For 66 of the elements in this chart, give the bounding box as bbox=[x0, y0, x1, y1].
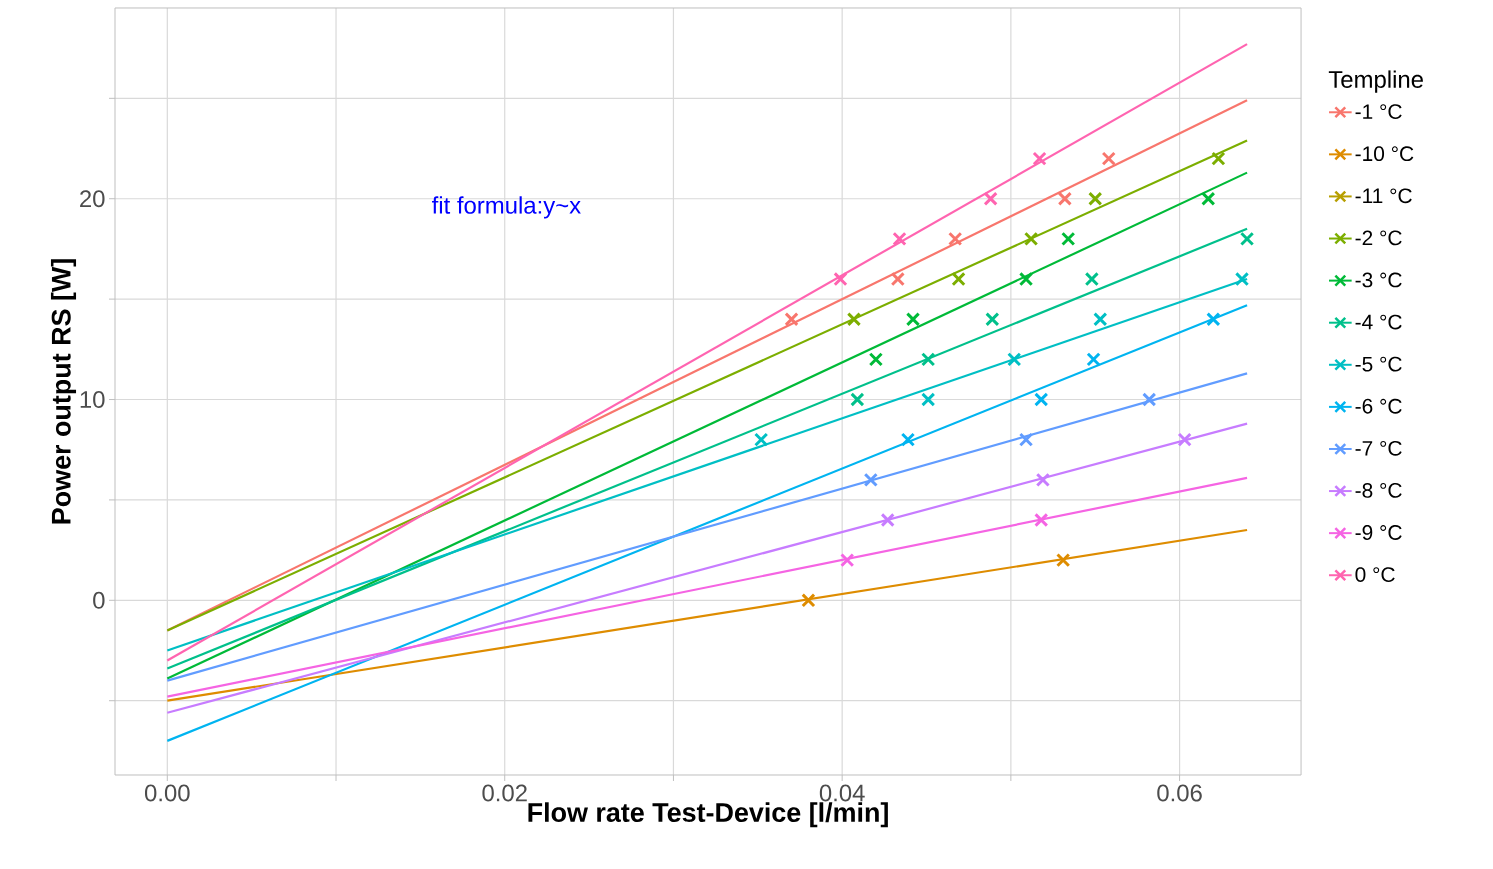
x-tick-label: 0.06 bbox=[1157, 784, 1202, 802]
point bbox=[921, 392, 936, 407]
legend-label: -3 °C bbox=[1355, 272, 1402, 288]
legend-label: -9 °C bbox=[1355, 525, 1402, 540]
point bbox=[1206, 312, 1221, 327]
legend-label: -7 °C bbox=[1355, 440, 1402, 456]
point bbox=[951, 271, 966, 287]
point bbox=[1084, 271, 1099, 287]
point bbox=[846, 312, 862, 327]
point bbox=[1142, 392, 1157, 407]
point bbox=[921, 352, 936, 367]
point bbox=[1086, 352, 1101, 367]
x-tick-label: 0.04 bbox=[819, 784, 865, 802]
point bbox=[1057, 191, 1072, 206]
point bbox=[905, 312, 921, 327]
x-tick-label: 0.00 bbox=[144, 784, 190, 802]
point bbox=[1211, 151, 1226, 166]
legend-label: -5 °C bbox=[1355, 356, 1402, 372]
point bbox=[1032, 151, 1047, 166]
point bbox=[900, 432, 916, 447]
point bbox=[892, 231, 907, 247]
point bbox=[784, 312, 799, 327]
point bbox=[1018, 271, 1034, 287]
annotation: fit formula:y~x bbox=[432, 196, 581, 219]
point bbox=[1201, 191, 1216, 206]
point bbox=[1034, 392, 1049, 407]
point bbox=[948, 231, 963, 247]
point bbox=[880, 512, 895, 528]
point bbox=[1177, 432, 1192, 447]
point bbox=[1023, 231, 1039, 247]
point bbox=[983, 191, 998, 206]
point bbox=[1056, 553, 1071, 568]
point bbox=[801, 593, 816, 608]
y-axis-title: Power output RS [W] bbox=[50, 259, 77, 524]
point bbox=[850, 392, 865, 407]
point bbox=[1061, 231, 1076, 247]
legend-label: -10 °C bbox=[1355, 146, 1414, 162]
legend-label: -8 °C bbox=[1355, 483, 1402, 498]
y-tick-label: 20 bbox=[80, 190, 105, 208]
x-axis-title: Flow rate Test-Device [l/min] bbox=[528, 802, 888, 828]
point bbox=[754, 432, 769, 447]
point bbox=[863, 472, 878, 487]
legend-label: -4 °C bbox=[1355, 314, 1402, 330]
legend-label: -2 °C bbox=[1355, 230, 1402, 246]
point bbox=[1093, 312, 1108, 327]
point bbox=[868, 352, 884, 367]
legend-title: Templine bbox=[1328, 70, 1423, 93]
point bbox=[1088, 191, 1103, 206]
legend-label: -6 °C bbox=[1355, 398, 1402, 414]
legend-label: 0 °C bbox=[1355, 567, 1395, 582]
point bbox=[833, 271, 848, 287]
point bbox=[890, 271, 905, 287]
point bbox=[1035, 472, 1051, 487]
legend-label: -1 °C bbox=[1355, 104, 1402, 120]
point bbox=[1034, 512, 1049, 528]
point bbox=[840, 553, 855, 568]
x-tick-label: 0.02 bbox=[482, 784, 527, 802]
legend-label: -11 °C bbox=[1355, 188, 1412, 204]
point bbox=[985, 312, 1000, 327]
y-tick-label: 0 bbox=[93, 591, 105, 609]
point bbox=[1018, 432, 1034, 447]
point bbox=[1239, 231, 1255, 247]
point bbox=[1007, 352, 1022, 367]
point bbox=[1234, 271, 1250, 287]
point bbox=[1101, 151, 1116, 166]
y-tick-label: 10 bbox=[80, 391, 105, 408]
